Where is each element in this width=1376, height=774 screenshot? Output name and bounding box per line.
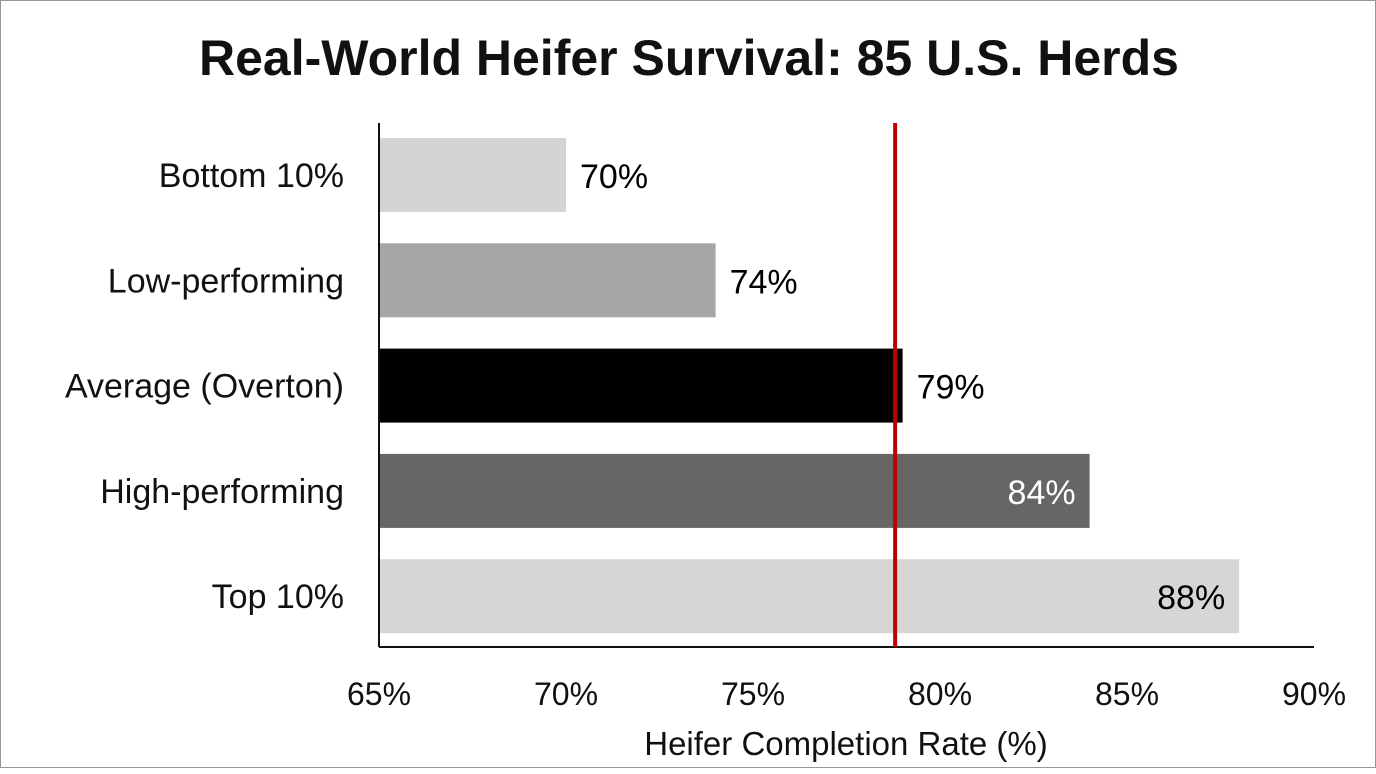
bar [379,559,1240,634]
data-label: 88% [1157,579,1225,617]
data-label: 74% [730,263,798,301]
category-label: High-performing [100,473,344,511]
x-tick-label: 80% [908,676,972,712]
bar [379,138,566,212]
x-tick-label: 70% [534,676,598,712]
x-tick-label: 90% [1282,676,1346,712]
x-tick-label: 75% [721,676,785,712]
x-tick-label: 65% [347,676,411,712]
category-label: Top 10% [212,578,344,616]
data-label: 84% [1008,474,1076,512]
category-label: Bottom 10% [159,157,344,195]
bar [379,348,903,423]
data-label: 70% [580,158,648,196]
category-label: Low-performing [108,262,344,300]
plot-area: Bottom 10% 70% Low-performing 74% Average (O… [65,123,1346,712]
data-label: 79% [917,369,985,407]
bar [379,243,716,318]
category-label: Average (Overton) [65,368,344,406]
x-axis-label: Heifer Completion Rate (%) [644,725,1047,762]
bar [379,453,1090,528]
x-tick-label: 85% [1095,676,1159,712]
chart-title: Real-World Heifer Survival: 85 U.S. Herd… [199,30,1179,86]
